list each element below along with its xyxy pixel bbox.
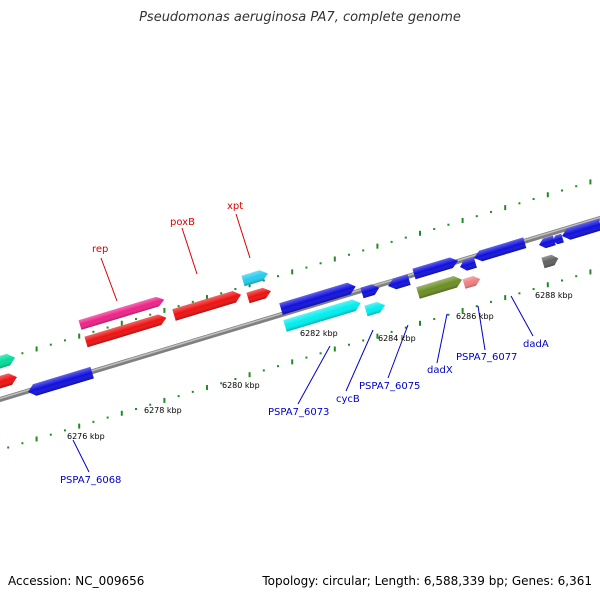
leader-PSPA7_6077 xyxy=(477,305,486,351)
feature-PSPA7_6068 xyxy=(28,366,94,396)
feature-cycB-shading xyxy=(364,301,386,317)
feature-poxB xyxy=(172,291,242,321)
feature-poxB-shading xyxy=(172,291,242,321)
feature-gray-shading xyxy=(541,254,559,269)
tick-label-6286: 6286 kbp xyxy=(456,312,494,321)
feature-dadA-shading xyxy=(474,237,527,262)
gene-label-dadA: dadA xyxy=(523,339,549,350)
feature-PSPA7_6075-shading xyxy=(388,274,411,290)
accession-text: Accession: NC_009656 xyxy=(8,574,145,588)
feature-rep xyxy=(78,296,165,330)
tick-label-6280: 6280 kbp xyxy=(222,381,260,390)
leader-dadX xyxy=(436,313,448,364)
feature-PSPA7_6075 xyxy=(388,274,411,290)
feature-blue-4 xyxy=(460,257,477,271)
feature-xpt-shading xyxy=(241,270,268,287)
feature-red-2 xyxy=(246,287,271,304)
genome-title: Pseudomonas aeruginosa PA7, complete gen… xyxy=(139,10,461,25)
leader-PSPA7_6068 xyxy=(72,439,90,473)
gene-label-PSPA7_6077: PSPA7_6077 xyxy=(456,352,517,363)
feature-PSPA7_6068-shading xyxy=(28,366,94,396)
tick-label-6284: 6284 kbp xyxy=(378,334,416,343)
feature-xpt xyxy=(241,270,268,287)
gene-label-PSPA7_6075: PSPA7_6075 xyxy=(359,381,420,392)
feature-blue-6-shading xyxy=(553,233,564,245)
gene-label-poxB: poxB xyxy=(170,217,195,228)
feature-red-2-shading xyxy=(246,287,271,304)
gene-label-rep: rep xyxy=(92,244,108,255)
feature-dadX xyxy=(416,275,463,299)
leader-rep xyxy=(100,257,118,302)
feature-blue-3 xyxy=(412,257,459,280)
feature-teal-left-shading xyxy=(0,353,16,370)
feature-red-left xyxy=(0,373,17,390)
feature-red-left-shading xyxy=(0,373,17,390)
tick-dots xyxy=(7,185,578,449)
tick-label-6282: 6282 kbp xyxy=(300,329,338,338)
feature-blue-1 xyxy=(279,282,356,315)
length-text: Length: 6,588,339 bp xyxy=(367,574,504,588)
feature-PSPA7_6077 xyxy=(462,276,481,289)
genes-text: Genes: 6,361 xyxy=(504,574,592,588)
genome-stats: Topology: circularLength: 6,588,339 bpGe… xyxy=(262,574,592,588)
leader-PSPA7_6073 xyxy=(297,345,331,405)
gene-label-PSPA7_6068: PSPA7_6068 xyxy=(60,475,121,486)
leader-PSPA7_6075 xyxy=(387,324,409,379)
feature-teal-left xyxy=(0,353,16,370)
feature-blue-2-shading xyxy=(360,284,380,299)
tick-label-6288: 6288 kbp xyxy=(535,291,573,300)
feature-blue-3-shading xyxy=(412,257,459,280)
feature-blue-5 xyxy=(539,235,556,249)
leader-dadA xyxy=(510,295,534,337)
feature-blue-6 xyxy=(553,233,564,245)
gene-label-PSPA7_6073: PSPA7_6073 xyxy=(268,407,329,418)
feature-red-1-shading xyxy=(84,314,167,348)
feature-blue-5-shading xyxy=(539,235,556,249)
feature-blue-7 xyxy=(562,218,600,240)
feature-blue-2 xyxy=(360,284,380,299)
topology-text: Topology: circular xyxy=(262,574,367,588)
feature-dadX-shading xyxy=(416,275,463,299)
feature-blue-4-shading xyxy=(460,257,477,271)
feature-PSPA7_6073-shading xyxy=(283,299,361,332)
feature-dadA xyxy=(474,237,527,262)
feature-PSPA7_6073 xyxy=(283,299,361,332)
feature-PSPA7_6077-shading xyxy=(462,276,481,289)
gene-labels-bottom: PSPA7_6068 PSPA7_6073 cycB PSPA7_6075 da… xyxy=(60,339,549,486)
label-leaders xyxy=(72,213,534,473)
leader-poxB xyxy=(181,227,198,275)
leader-xpt xyxy=(235,213,251,259)
feature-blue-1-shading xyxy=(279,282,356,315)
feature-red-1 xyxy=(84,314,167,348)
gene-features xyxy=(0,218,600,396)
gene-label-dadX: dadX xyxy=(427,365,453,376)
gene-labels-top: rep poxB xpt xyxy=(92,201,243,255)
tick-label-6278: 6278 kbp xyxy=(144,406,182,415)
gene-label-cycB: cycB xyxy=(336,394,360,405)
feature-cycB xyxy=(364,301,386,317)
feature-blue-7-shading xyxy=(562,218,600,240)
feature-rep-shading xyxy=(78,296,165,330)
leader-cycB xyxy=(345,329,374,392)
tick-label-6276: 6276 kbp xyxy=(67,432,105,441)
tick-labels: 6276 kbp 6278 kbp 6280 kbp 6282 kbp 6284… xyxy=(67,291,573,441)
gene-label-xpt: xpt xyxy=(227,201,243,212)
tick-marks xyxy=(35,179,592,442)
feature-gray xyxy=(541,254,559,269)
